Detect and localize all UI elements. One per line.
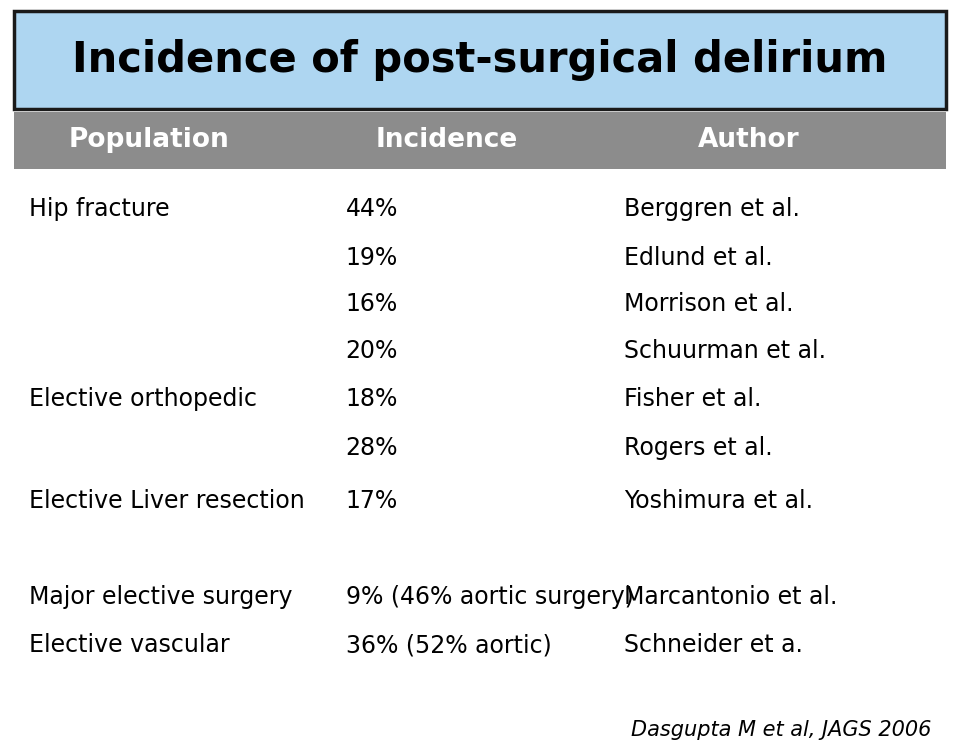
- Text: Elective vascular: Elective vascular: [29, 633, 229, 658]
- Text: 17%: 17%: [346, 489, 397, 513]
- Text: 16%: 16%: [346, 292, 397, 316]
- Text: Berggren et al.: Berggren et al.: [624, 197, 800, 221]
- Text: 19%: 19%: [346, 246, 397, 270]
- Text: Elective orthopedic: Elective orthopedic: [29, 387, 257, 411]
- Text: 18%: 18%: [346, 387, 398, 411]
- Text: Fisher et al.: Fisher et al.: [624, 387, 761, 411]
- Text: 28%: 28%: [346, 436, 398, 460]
- Text: Yoshimura et al.: Yoshimura et al.: [624, 489, 813, 513]
- Text: Major elective surgery: Major elective surgery: [29, 584, 292, 609]
- FancyBboxPatch shape: [14, 11, 946, 109]
- Text: Hip fracture: Hip fracture: [29, 197, 169, 221]
- Text: Population: Population: [68, 127, 229, 154]
- Text: 36% (52% aortic): 36% (52% aortic): [346, 633, 551, 658]
- Text: Edlund et al.: Edlund et al.: [624, 246, 773, 270]
- Text: 9% (46% aortic surgery): 9% (46% aortic surgery): [346, 584, 634, 609]
- Text: Dasgupta M et al, JAGS 2006: Dasgupta M et al, JAGS 2006: [631, 720, 931, 740]
- Text: Incidence: Incidence: [375, 127, 517, 154]
- FancyBboxPatch shape: [14, 112, 946, 169]
- Text: Schneider et a.: Schneider et a.: [624, 633, 803, 658]
- Text: Rogers et al.: Rogers et al.: [624, 436, 773, 460]
- Text: Marcantonio et al.: Marcantonio et al.: [624, 584, 837, 609]
- Text: Incidence of post-surgical delirium: Incidence of post-surgical delirium: [72, 39, 888, 81]
- Text: Schuurman et al.: Schuurman et al.: [624, 339, 826, 363]
- Text: Elective Liver resection: Elective Liver resection: [29, 489, 304, 513]
- Text: 44%: 44%: [346, 197, 398, 221]
- Text: Author: Author: [698, 127, 800, 154]
- Text: Morrison et al.: Morrison et al.: [624, 292, 794, 316]
- Text: 20%: 20%: [346, 339, 398, 363]
